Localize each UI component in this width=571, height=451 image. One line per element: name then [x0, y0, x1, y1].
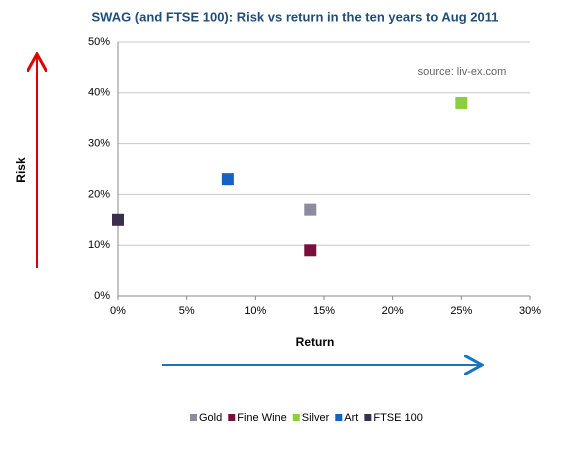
y-tick-label: 30%: [88, 138, 110, 150]
y-axis-label: Risk: [14, 157, 28, 183]
x-tick-label: 30%: [519, 305, 541, 317]
x-tick-label: 5%: [179, 305, 195, 317]
y-tick-label: 10%: [88, 239, 110, 251]
y-tick-label: 20%: [88, 188, 110, 200]
legend-label: Gold: [199, 412, 222, 424]
point: [304, 244, 317, 257]
legend-label: Fine Wine: [237, 412, 287, 424]
x-tick-label: 25%: [450, 305, 472, 317]
chart-title: SWAG (and FTSE 100): Risk vs return in t…: [92, 9, 499, 24]
legend-label: FTSE 100: [373, 412, 423, 424]
legend-swatch: [190, 414, 197, 421]
x-tick-label: 15%: [313, 305, 335, 317]
y-tick-label: 0%: [94, 290, 110, 302]
x-tick-label: 0%: [110, 305, 126, 317]
legend-label: Silver: [302, 412, 330, 424]
x-axis-label: Return: [296, 335, 335, 349]
x-tick-label: 20%: [382, 305, 404, 317]
annotation: source: liv-ex.com: [418, 66, 507, 78]
point: [221, 173, 234, 186]
point: [304, 203, 317, 216]
point: [112, 213, 124, 226]
x-tick-label: 10%: [244, 305, 266, 317]
legend-label: Art: [344, 412, 358, 424]
y-tick-label: 50%: [88, 36, 110, 48]
legend-swatch: [228, 414, 236, 421]
point: [455, 96, 468, 109]
y-tick-label: 40%: [88, 87, 110, 99]
legend-swatch: [335, 414, 343, 421]
legend-swatch: [292, 414, 300, 421]
legend-swatch: [364, 414, 372, 421]
